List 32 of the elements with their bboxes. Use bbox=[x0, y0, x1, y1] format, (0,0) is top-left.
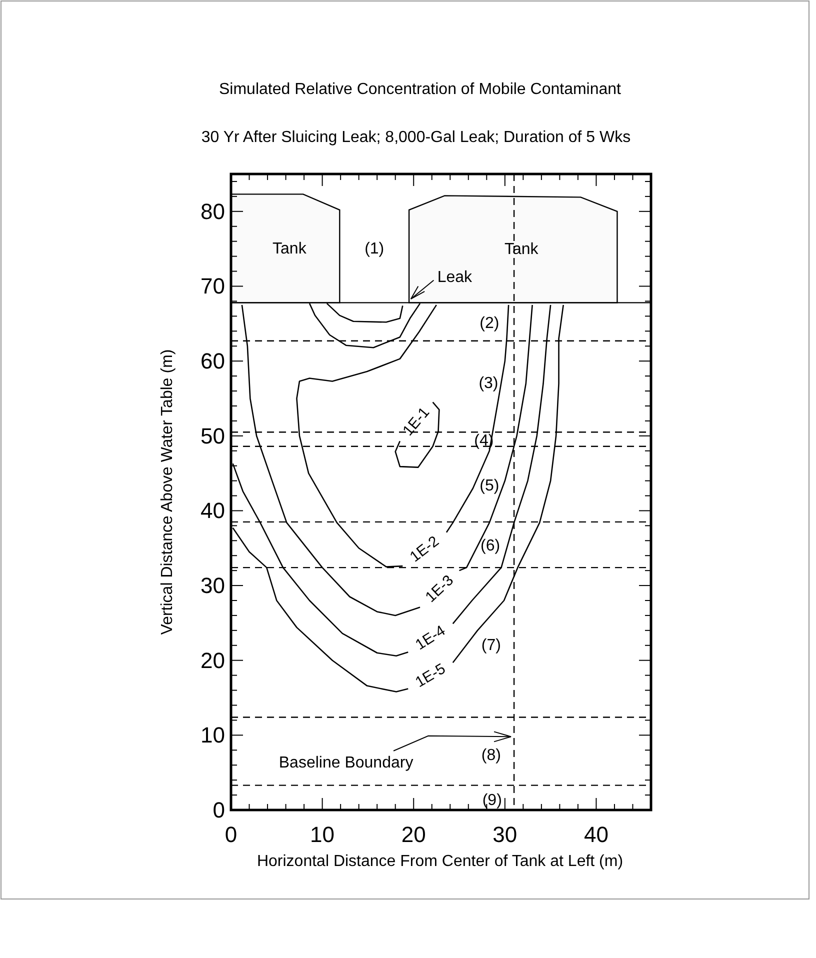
y-tick-label: 50 bbox=[200, 423, 225, 448]
chart-title: Simulated Relative Concentration of Mobile Contaminant bbox=[219, 81, 622, 98]
annotation: (7) bbox=[481, 636, 501, 654]
y-tick-label: 30 bbox=[200, 573, 225, 598]
y-tick-label: 80 bbox=[200, 198, 225, 224]
annotation: Leak bbox=[437, 268, 474, 286]
annotation: Tank bbox=[504, 241, 540, 258]
annotation: Tank bbox=[272, 240, 308, 258]
x-tick-label: 40 bbox=[584, 822, 608, 847]
y-tick-label: 70 bbox=[200, 274, 225, 299]
y-tick-label: 10 bbox=[200, 722, 225, 748]
text: 1E-4 bbox=[412, 622, 448, 654]
annotation: (6) bbox=[480, 537, 500, 554]
x-tick-label: 30 bbox=[492, 822, 518, 847]
y-tick-label: 40 bbox=[200, 498, 225, 524]
y-tick-label: 60 bbox=[200, 348, 225, 374]
y-axis-title: Vertical Distance Above Water Table (m) bbox=[159, 349, 176, 635]
x-tick-label: 10 bbox=[310, 822, 335, 847]
annotation: (3) bbox=[478, 375, 498, 392]
annotation: (5) bbox=[480, 478, 500, 495]
y-tick-label: 20 bbox=[200, 648, 225, 673]
text: 1E-2 bbox=[406, 532, 442, 566]
x-axis-title: Horizontal Distance From Center of Tank at Left (m) bbox=[256, 853, 624, 870]
annotation: (8) bbox=[481, 746, 501, 764]
annotation: Baseline Boundary bbox=[278, 754, 414, 772]
text: 1E-5 bbox=[412, 660, 448, 692]
annotation: (1) bbox=[364, 240, 384, 258]
annotation: (9) bbox=[482, 792, 502, 809]
x-tick-label: 20 bbox=[401, 822, 426, 847]
annotation: (2) bbox=[480, 315, 500, 332]
chart-subtitle: 30 Yr After Sluicing Leak; 8,000-Gal Leak; Duration of 5 Wks bbox=[201, 129, 631, 146]
y-tick-label: 0 bbox=[212, 798, 225, 822]
